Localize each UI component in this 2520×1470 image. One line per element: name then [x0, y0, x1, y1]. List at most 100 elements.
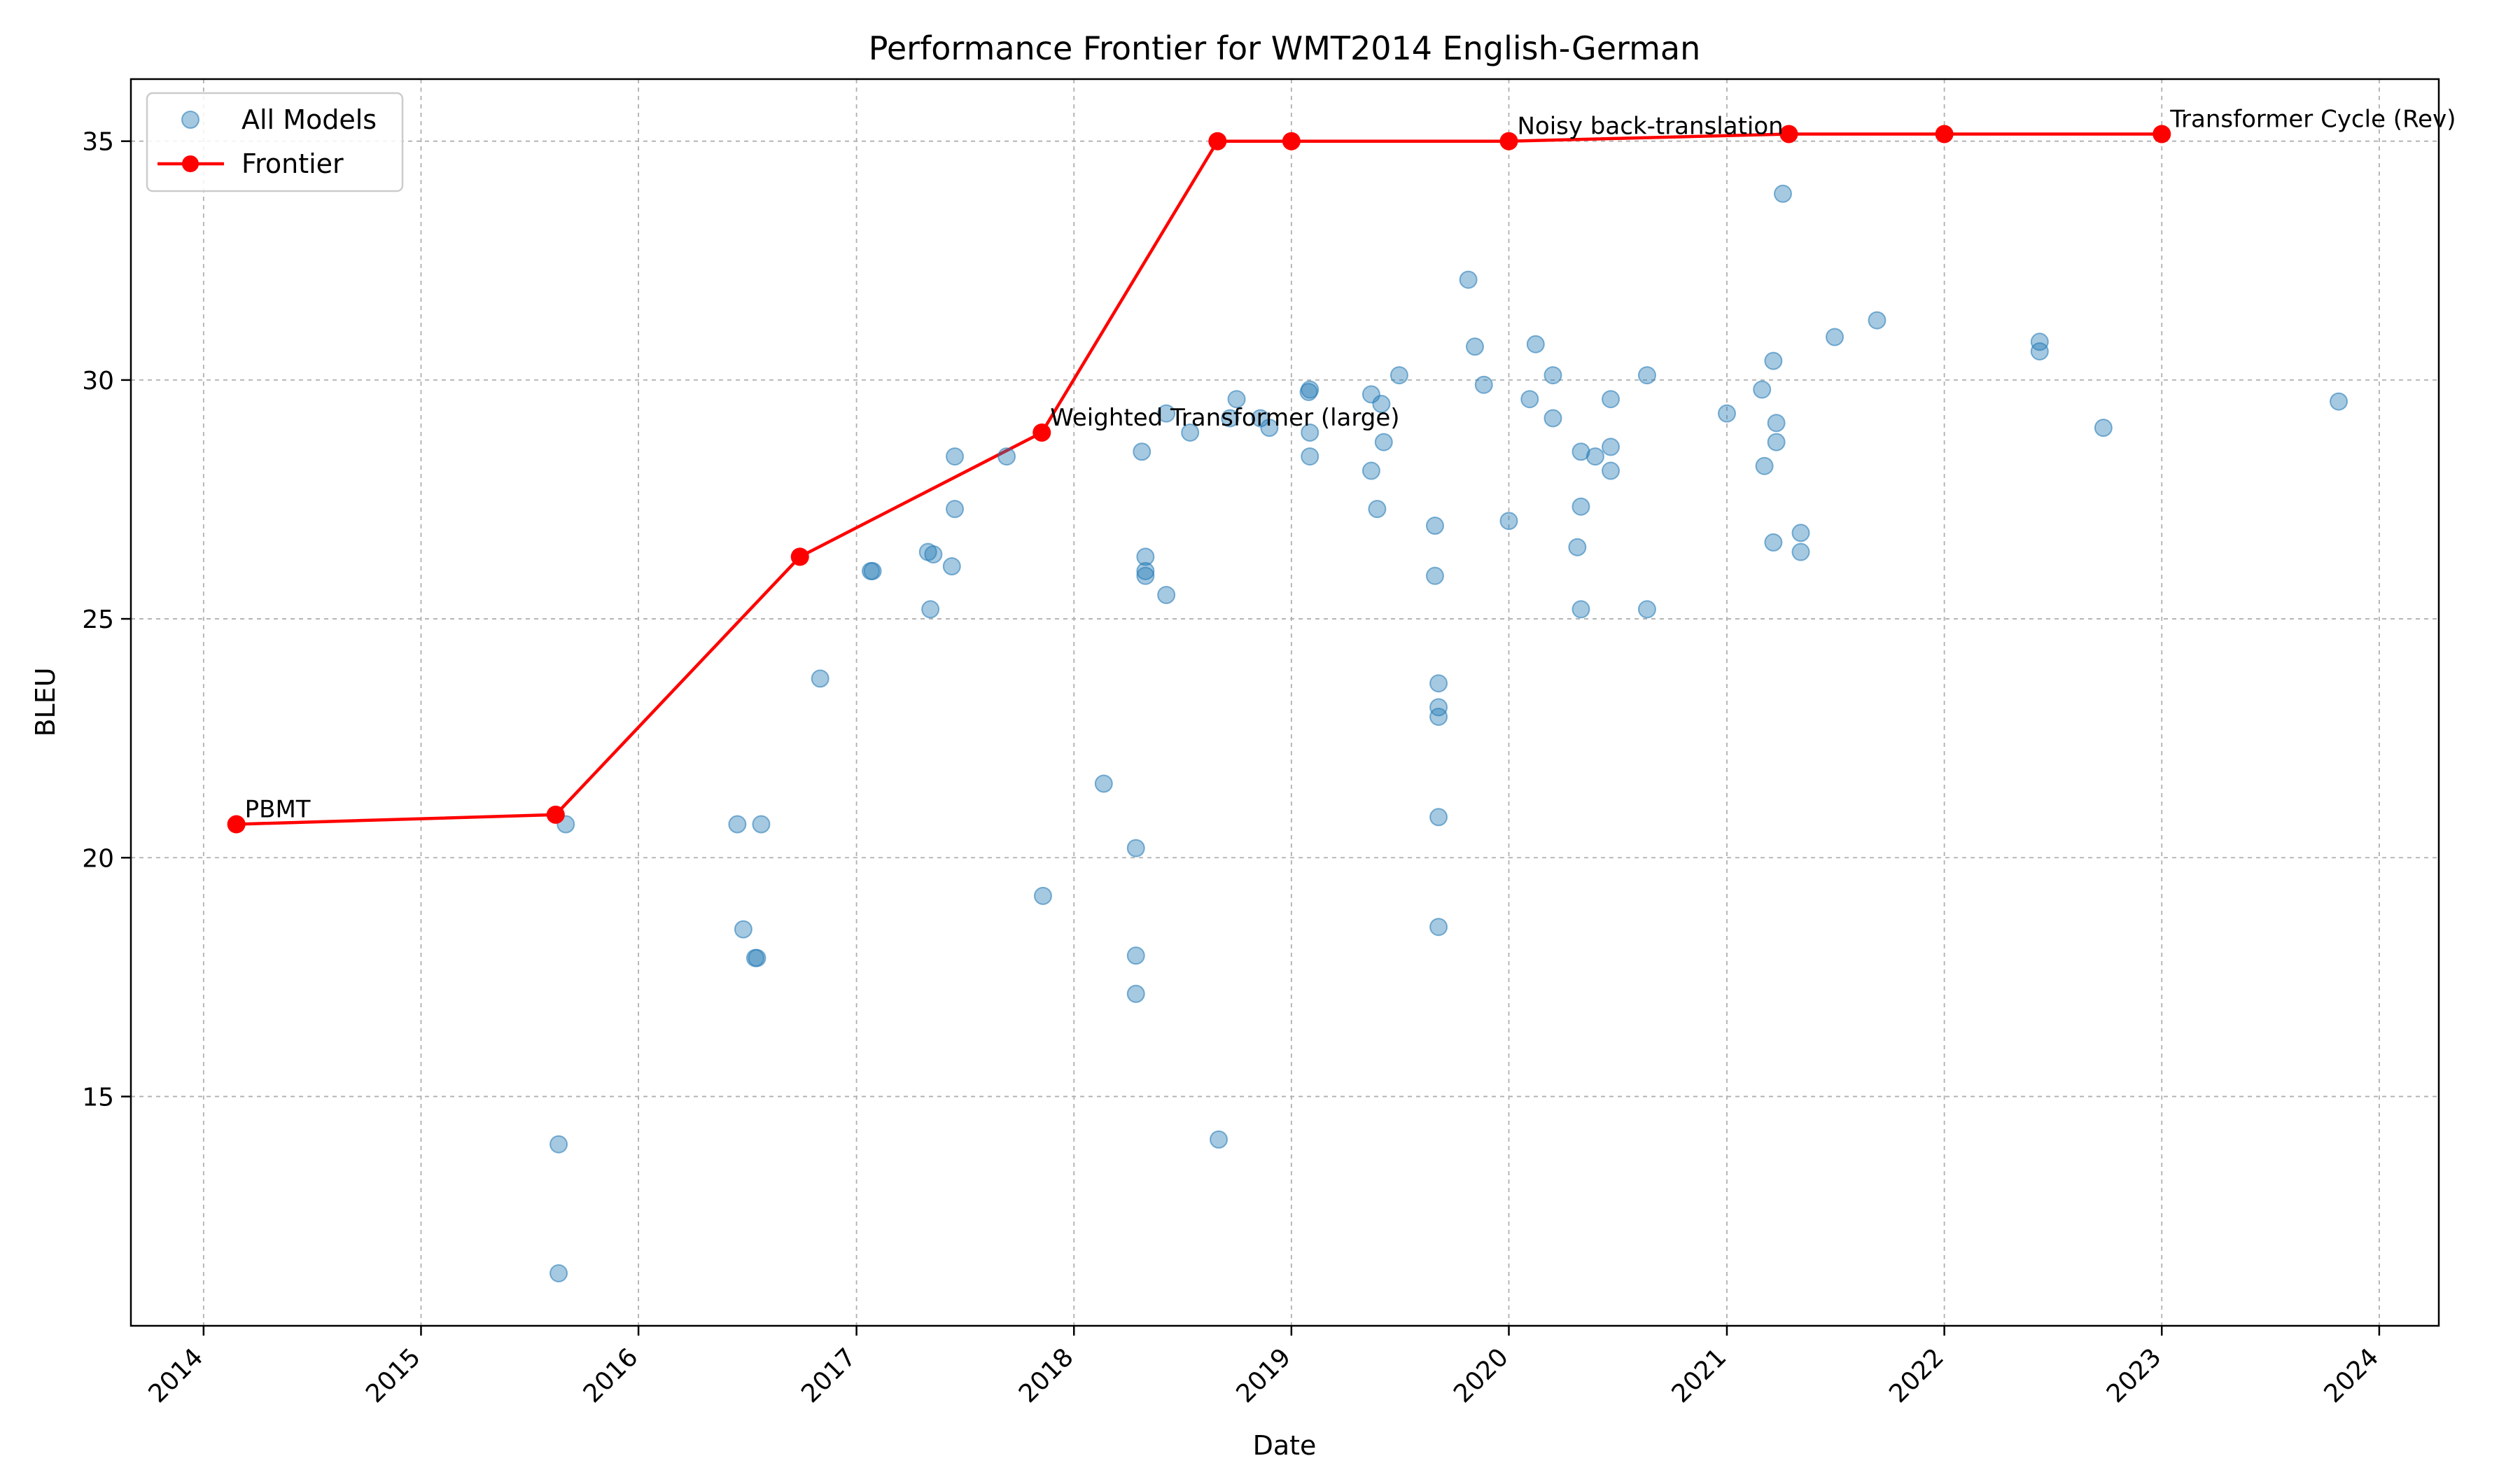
frontier-annotation: Noisy back-translation: [1517, 113, 1783, 141]
model-point: [1459, 270, 1478, 289]
model-point: [1425, 566, 1444, 585]
x-axis-label: Date: [1253, 1430, 1317, 1461]
model-point: [1499, 512, 1518, 531]
frontier-point: [1282, 132, 1301, 150]
model-point: [2030, 332, 2049, 351]
model-point: [1474, 375, 1493, 394]
model-point: [1572, 497, 1590, 516]
model-point: [1136, 547, 1155, 566]
model-point: [1764, 351, 1783, 370]
model-point: [1520, 390, 1539, 409]
frontier-annotation: PBMT: [245, 796, 311, 824]
legend-marker-all-models: [181, 111, 200, 129]
model-point: [1602, 390, 1620, 409]
model-point: [1126, 984, 1145, 1003]
model-point: [1544, 409, 1562, 428]
model-point: [1465, 337, 1484, 356]
legend-box: [146, 92, 404, 192]
model-point: [1602, 461, 1620, 480]
legend-marker-frontier: [182, 155, 199, 172]
model-point: [1301, 423, 1320, 442]
frontier-point: [2152, 125, 2171, 144]
frontier-point: [1032, 423, 1051, 442]
model-point: [1390, 366, 1408, 385]
model-point: [1362, 461, 1380, 480]
model-point: [1429, 707, 1448, 726]
frontier-point: [1208, 132, 1227, 150]
model-point: [1136, 561, 1155, 580]
legend-label-frontier: Frontier: [241, 148, 344, 179]
legend-label-all-models: All Models: [241, 104, 377, 135]
model-point: [2030, 342, 2049, 360]
model-point: [1602, 438, 1620, 456]
model-point: [1717, 404, 1736, 423]
model-point: [1429, 918, 1448, 937]
model-point: [748, 948, 766, 967]
model-point: [1126, 946, 1145, 965]
scatter-points: [550, 184, 2348, 1282]
model-point: [1753, 380, 1772, 399]
frontier-point: [1935, 125, 1954, 144]
model-point: [863, 561, 882, 580]
y-tick-label: 15: [82, 1083, 114, 1112]
model-point: [1301, 380, 1320, 399]
model-point: [1429, 674, 1448, 693]
model-point: [1133, 442, 1152, 461]
legend: All Models Frontier: [146, 92, 404, 192]
y-axis: 15 20 25 30 35: [82, 128, 131, 1112]
model-point: [1572, 600, 1590, 619]
model-point: [1210, 1130, 1228, 1149]
model-point: [811, 669, 830, 688]
y-tick-label: 25: [82, 606, 114, 634]
model-point: [752, 815, 771, 834]
model-point: [1136, 566, 1155, 585]
frontier-point: [1779, 125, 1798, 144]
chart-title: Performance Frontier for WMT2014 English…: [869, 29, 1701, 67]
model-point: [1544, 366, 1562, 385]
model-point: [1826, 328, 1844, 346]
model-point: [942, 557, 961, 576]
y-tick-label: 30: [82, 367, 114, 396]
plot-area: [131, 79, 2439, 1326]
grid: [131, 79, 2439, 1326]
model-point: [1526, 335, 1545, 354]
model-point: [1260, 419, 1279, 438]
model-point: [997, 447, 1016, 466]
model-point: [734, 920, 752, 939]
model-point: [550, 1135, 568, 1154]
model-point: [1181, 423, 1200, 442]
model-point: [2094, 419, 2113, 438]
frontier-point: [790, 547, 809, 566]
model-point: [1637, 366, 1656, 385]
frontier-point: [546, 805, 565, 824]
model-point: [1572, 442, 1590, 461]
model-point: [1221, 409, 1240, 428]
model-point: [1368, 500, 1387, 519]
model-point: [946, 500, 965, 519]
model-point: [1764, 533, 1783, 552]
model-point: [946, 447, 965, 466]
model-point: [1767, 414, 1786, 433]
model-point: [1301, 447, 1320, 466]
frontier-line: [236, 132, 2162, 826]
frontier-point: [1499, 132, 1518, 150]
model-point: [1429, 698, 1448, 717]
model-point: [1425, 517, 1444, 536]
model-point: [1126, 839, 1145, 858]
model-point: [1374, 433, 1393, 451]
model-point: [1791, 542, 1810, 561]
model-point: [550, 1264, 568, 1282]
model-point: [1773, 184, 1792, 203]
frontier-annotation: Weighted Transformer (large): [1050, 404, 1399, 432]
model-point: [924, 545, 943, 564]
frontier-point: [227, 815, 246, 834]
model-point: [1094, 774, 1113, 793]
model-point: [1033, 886, 1052, 905]
frontier-markers: [227, 125, 2171, 834]
model-point: [1755, 456, 1774, 475]
model-point: [1372, 395, 1391, 414]
model-point: [1157, 404, 1176, 423]
model-point: [921, 600, 940, 619]
model-point: [1586, 447, 1604, 466]
